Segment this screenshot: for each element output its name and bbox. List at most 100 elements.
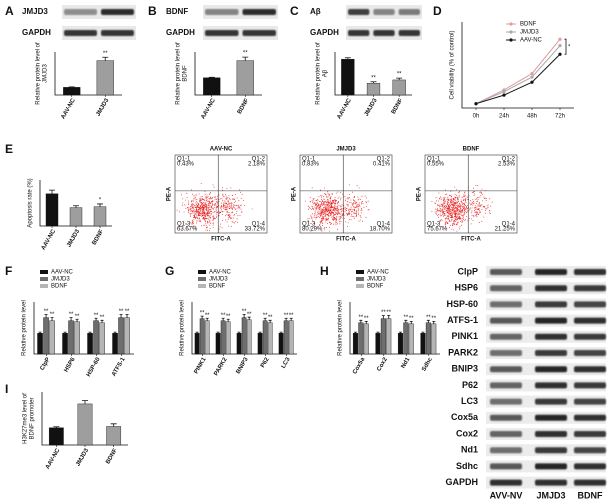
blot-strip [203, 26, 278, 40]
legend-label: JMJD3 [51, 277, 70, 283]
legend-label: JMJD3 [367, 277, 386, 283]
y-axis-label: Relative protein level of [176, 42, 182, 105]
blot-label: GAPDH [166, 28, 195, 37]
blot-band [574, 414, 606, 421]
flow-x-label: FITC-A [336, 237, 356, 243]
error-bar [284, 317, 288, 321]
significance: ** [226, 314, 231, 320]
bar [425, 322, 431, 355]
error-bar [396, 77, 403, 80]
blot-band [348, 9, 370, 15]
point [530, 72, 534, 76]
blot-band [490, 285, 522, 292]
error-bar [94, 317, 98, 321]
axis-line [334, 52, 412, 96]
flow-title: BDNF [463, 147, 480, 153]
error-bar [216, 331, 220, 334]
quadrant-name: Q1-2 [252, 157, 266, 163]
bar [68, 320, 74, 355]
x-tick-label: 0h [473, 114, 480, 120]
error-bar [426, 319, 430, 323]
significance: ** [371, 75, 376, 81]
blot-band [535, 463, 567, 470]
point [474, 102, 478, 106]
quadrant-percent: 0.41% [373, 162, 391, 168]
blot-row-label: HSP-60 [446, 299, 478, 309]
x-tick-label: 48h [527, 114, 537, 120]
blot-row-label: Sdhc [456, 461, 478, 471]
bar [278, 333, 284, 355]
legend-swatch [356, 284, 364, 288]
quadrant-name: Q1-1 [177, 157, 191, 163]
bar [288, 320, 294, 355]
blot-band [205, 9, 239, 15]
legend-swatch [40, 270, 48, 274]
bar [352, 333, 358, 355]
bar [118, 317, 124, 355]
error-bar [258, 331, 262, 334]
bar [199, 318, 205, 355]
bar [194, 333, 200, 355]
significance: ** [103, 51, 108, 57]
error-bar [195, 331, 199, 334]
error-bar [73, 205, 79, 208]
quadrant-percent: 75.67% [427, 227, 448, 233]
y-axis-label: Cell viability (% of control) [450, 30, 456, 99]
y-axis-label: BDNF promoter [30, 397, 36, 439]
blot-row-label: BNIP3 [451, 364, 478, 374]
blot-band [490, 398, 522, 405]
quadrant-name: Q1-4 [502, 222, 516, 228]
flow-y-label: PE-A [167, 186, 173, 201]
blot-band [574, 285, 606, 292]
error-bar [125, 314, 129, 318]
blot-band [535, 269, 567, 275]
significance: ** [221, 313, 226, 319]
bar [45, 193, 59, 227]
error-bar [268, 319, 272, 323]
legend-swatch [356, 270, 364, 274]
error-bar [63, 331, 67, 334]
error-bar [263, 317, 267, 321]
legend-swatch [198, 270, 206, 274]
quadrant-percent: 63.67% [177, 227, 198, 233]
blot-column-label: AVV-NV [490, 490, 523, 500]
significance: ** [44, 309, 49, 315]
bar [48, 427, 64, 446]
significance: ** [247, 312, 252, 318]
flow-events [176, 183, 253, 231]
legend-swatch [198, 284, 206, 288]
legend-marker [509, 38, 513, 42]
blot-row-label: Cox2 [456, 428, 478, 438]
blot-band [205, 30, 239, 36]
blot-label: GAPDH [22, 28, 51, 37]
blot-band [535, 398, 567, 405]
blot-band [535, 317, 567, 324]
y-axis-label: Relative protein level [180, 300, 186, 356]
blot-band [398, 30, 420, 36]
blot-band [574, 333, 606, 340]
blot-strip [62, 5, 136, 19]
bar [77, 403, 93, 446]
error-bar [344, 57, 351, 60]
panel-letter: I [5, 382, 8, 396]
panel-letter: H [320, 264, 329, 278]
quadrant-name: Q1-1 [302, 157, 316, 163]
legend-swatch [40, 284, 48, 288]
blot-row-label: PARK2 [448, 347, 478, 357]
blot-band [535, 382, 567, 389]
quadrant-percent: 0.55% [427, 162, 445, 168]
bar [87, 333, 93, 355]
blot-band [242, 30, 276, 36]
significance: * [568, 44, 571, 50]
y-axis-label: JMJD3 [43, 64, 49, 83]
error-bar [205, 317, 209, 321]
error-bar [359, 319, 363, 323]
series-line [475, 45, 561, 105]
error-bar [200, 315, 204, 319]
blot-row-label: ClpP [457, 266, 478, 276]
blot-band [490, 366, 522, 373]
point [530, 75, 534, 79]
legend-label: BDNF [51, 284, 68, 290]
significance: ** [50, 312, 55, 318]
